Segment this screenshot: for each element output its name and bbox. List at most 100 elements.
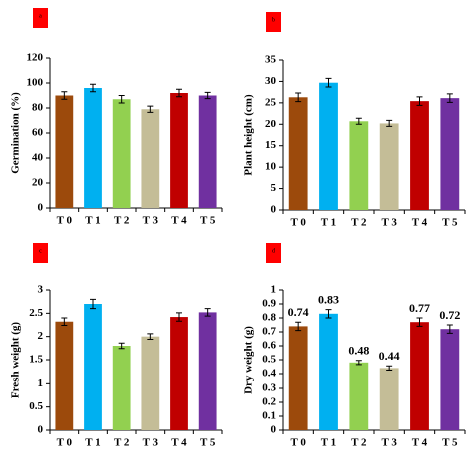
error-bar xyxy=(355,117,362,125)
y-tick-label: 0.8 xyxy=(262,312,276,324)
bar xyxy=(112,99,131,208)
error-bar xyxy=(176,88,182,98)
error-bar xyxy=(446,93,453,103)
x-tick-label: T 2 xyxy=(351,437,367,449)
x-tick-label: T 0 xyxy=(57,215,73,227)
y-tick-label: 0 xyxy=(271,424,277,436)
error-bar xyxy=(118,342,125,350)
y-tick-label: 2.5 xyxy=(29,307,43,319)
bar xyxy=(84,88,102,208)
error-bar xyxy=(147,333,154,340)
x-tick-label: T 3 xyxy=(143,437,159,449)
x-tick-label: T 2 xyxy=(114,215,130,227)
panel-label-box xyxy=(33,243,48,263)
y-tick-label: 30 xyxy=(265,75,277,87)
error-bar xyxy=(446,324,453,334)
error-bar xyxy=(204,91,211,100)
bar xyxy=(170,93,188,208)
error-bar xyxy=(204,308,211,317)
x-tick-label: T 5 xyxy=(442,437,458,449)
y-tick-label: 100 xyxy=(27,77,44,89)
bar xyxy=(170,317,188,430)
bar xyxy=(440,98,460,210)
y-tick-label: 0.1 xyxy=(262,410,276,422)
data-label: 0.72 xyxy=(439,308,460,322)
x-tick-label: T 4 xyxy=(171,437,187,449)
y-tick-label: 3 xyxy=(38,284,44,296)
y-tick-label: 25 xyxy=(265,96,277,108)
x-tick-label: T 0 xyxy=(57,437,73,449)
x-tick-label: T 1 xyxy=(85,215,100,227)
y-tick-label: 60 xyxy=(32,127,44,139)
x-tick-label: T 1 xyxy=(321,437,336,449)
error-bar xyxy=(295,92,302,103)
bar xyxy=(288,326,308,430)
error-bar xyxy=(61,317,68,326)
y-tick-label: 0.2 xyxy=(262,396,276,408)
y-tick-label: 20 xyxy=(265,118,277,130)
error-bar xyxy=(90,298,96,310)
error-bar xyxy=(118,95,125,104)
y-tick-label: 0.5 xyxy=(29,400,43,412)
bar xyxy=(379,123,399,210)
panel-label: b xyxy=(272,17,275,23)
bar xyxy=(319,82,338,210)
x-tick-label: T 4 xyxy=(412,437,428,449)
bar xyxy=(349,121,369,210)
error-bar xyxy=(90,83,96,93)
panel-label-box xyxy=(266,12,281,32)
x-tick-label: T 5 xyxy=(200,215,216,227)
error-bar xyxy=(386,119,393,127)
y-tick-label: 0.5 xyxy=(262,354,276,366)
data-label: 0.77 xyxy=(409,301,430,315)
y-tick-label: 0 xyxy=(271,204,277,216)
y-axis-label: Plant height (cm) xyxy=(243,94,255,176)
bar xyxy=(349,362,369,430)
x-tick-label: T 4 xyxy=(412,217,428,229)
error-bar xyxy=(325,77,332,88)
data-label: 0.44 xyxy=(379,349,400,363)
error-bar xyxy=(416,317,423,327)
y-tick-label: 5 xyxy=(271,182,277,194)
y-tick-label: 120 xyxy=(27,52,44,64)
y-tick-label: 0.3 xyxy=(262,382,276,394)
data-label: 0.48 xyxy=(348,343,369,357)
panel-label: d xyxy=(272,248,275,254)
y-tick-label: 20 xyxy=(32,177,44,189)
bar xyxy=(410,322,429,430)
error-bar xyxy=(416,96,423,106)
y-tick-label: 0.6 xyxy=(262,340,276,352)
y-axis-label: Germination (%) xyxy=(10,92,22,174)
panel-label-box xyxy=(33,8,48,28)
bar xyxy=(55,321,74,430)
bar xyxy=(288,97,308,210)
y-tick-label: 0 xyxy=(38,424,44,436)
y-tick-label: 0 xyxy=(38,202,44,214)
y-tick-label: 1 xyxy=(38,377,44,389)
y-axis-label: Dry weight (g) xyxy=(243,326,255,394)
error-bar xyxy=(61,91,68,100)
panel-label: c xyxy=(39,248,42,254)
x-tick-label: T 4 xyxy=(171,215,187,227)
y-tick-label: 35 xyxy=(265,54,277,66)
x-tick-label: T 5 xyxy=(442,217,458,229)
error-bar xyxy=(386,365,393,371)
bar xyxy=(410,101,429,210)
y-tick-label: 1 xyxy=(271,284,277,296)
y-tick-label: 1.5 xyxy=(29,354,43,366)
y-tick-label: 80 xyxy=(32,102,44,114)
y-tick-label: 2 xyxy=(38,330,44,342)
error-bar xyxy=(176,312,182,322)
x-tick-label: T 0 xyxy=(290,217,306,229)
y-axis-label: Fresh weight (g) xyxy=(10,322,22,399)
x-tick-label: T 3 xyxy=(381,437,397,449)
bar xyxy=(379,368,399,430)
bar xyxy=(112,346,131,430)
bar xyxy=(440,329,460,430)
bar xyxy=(55,95,74,208)
y-tick-label: 10 xyxy=(265,161,277,173)
x-tick-label: T 1 xyxy=(321,217,336,229)
panel-label-box xyxy=(266,243,281,263)
x-tick-label: T 5 xyxy=(200,437,216,449)
